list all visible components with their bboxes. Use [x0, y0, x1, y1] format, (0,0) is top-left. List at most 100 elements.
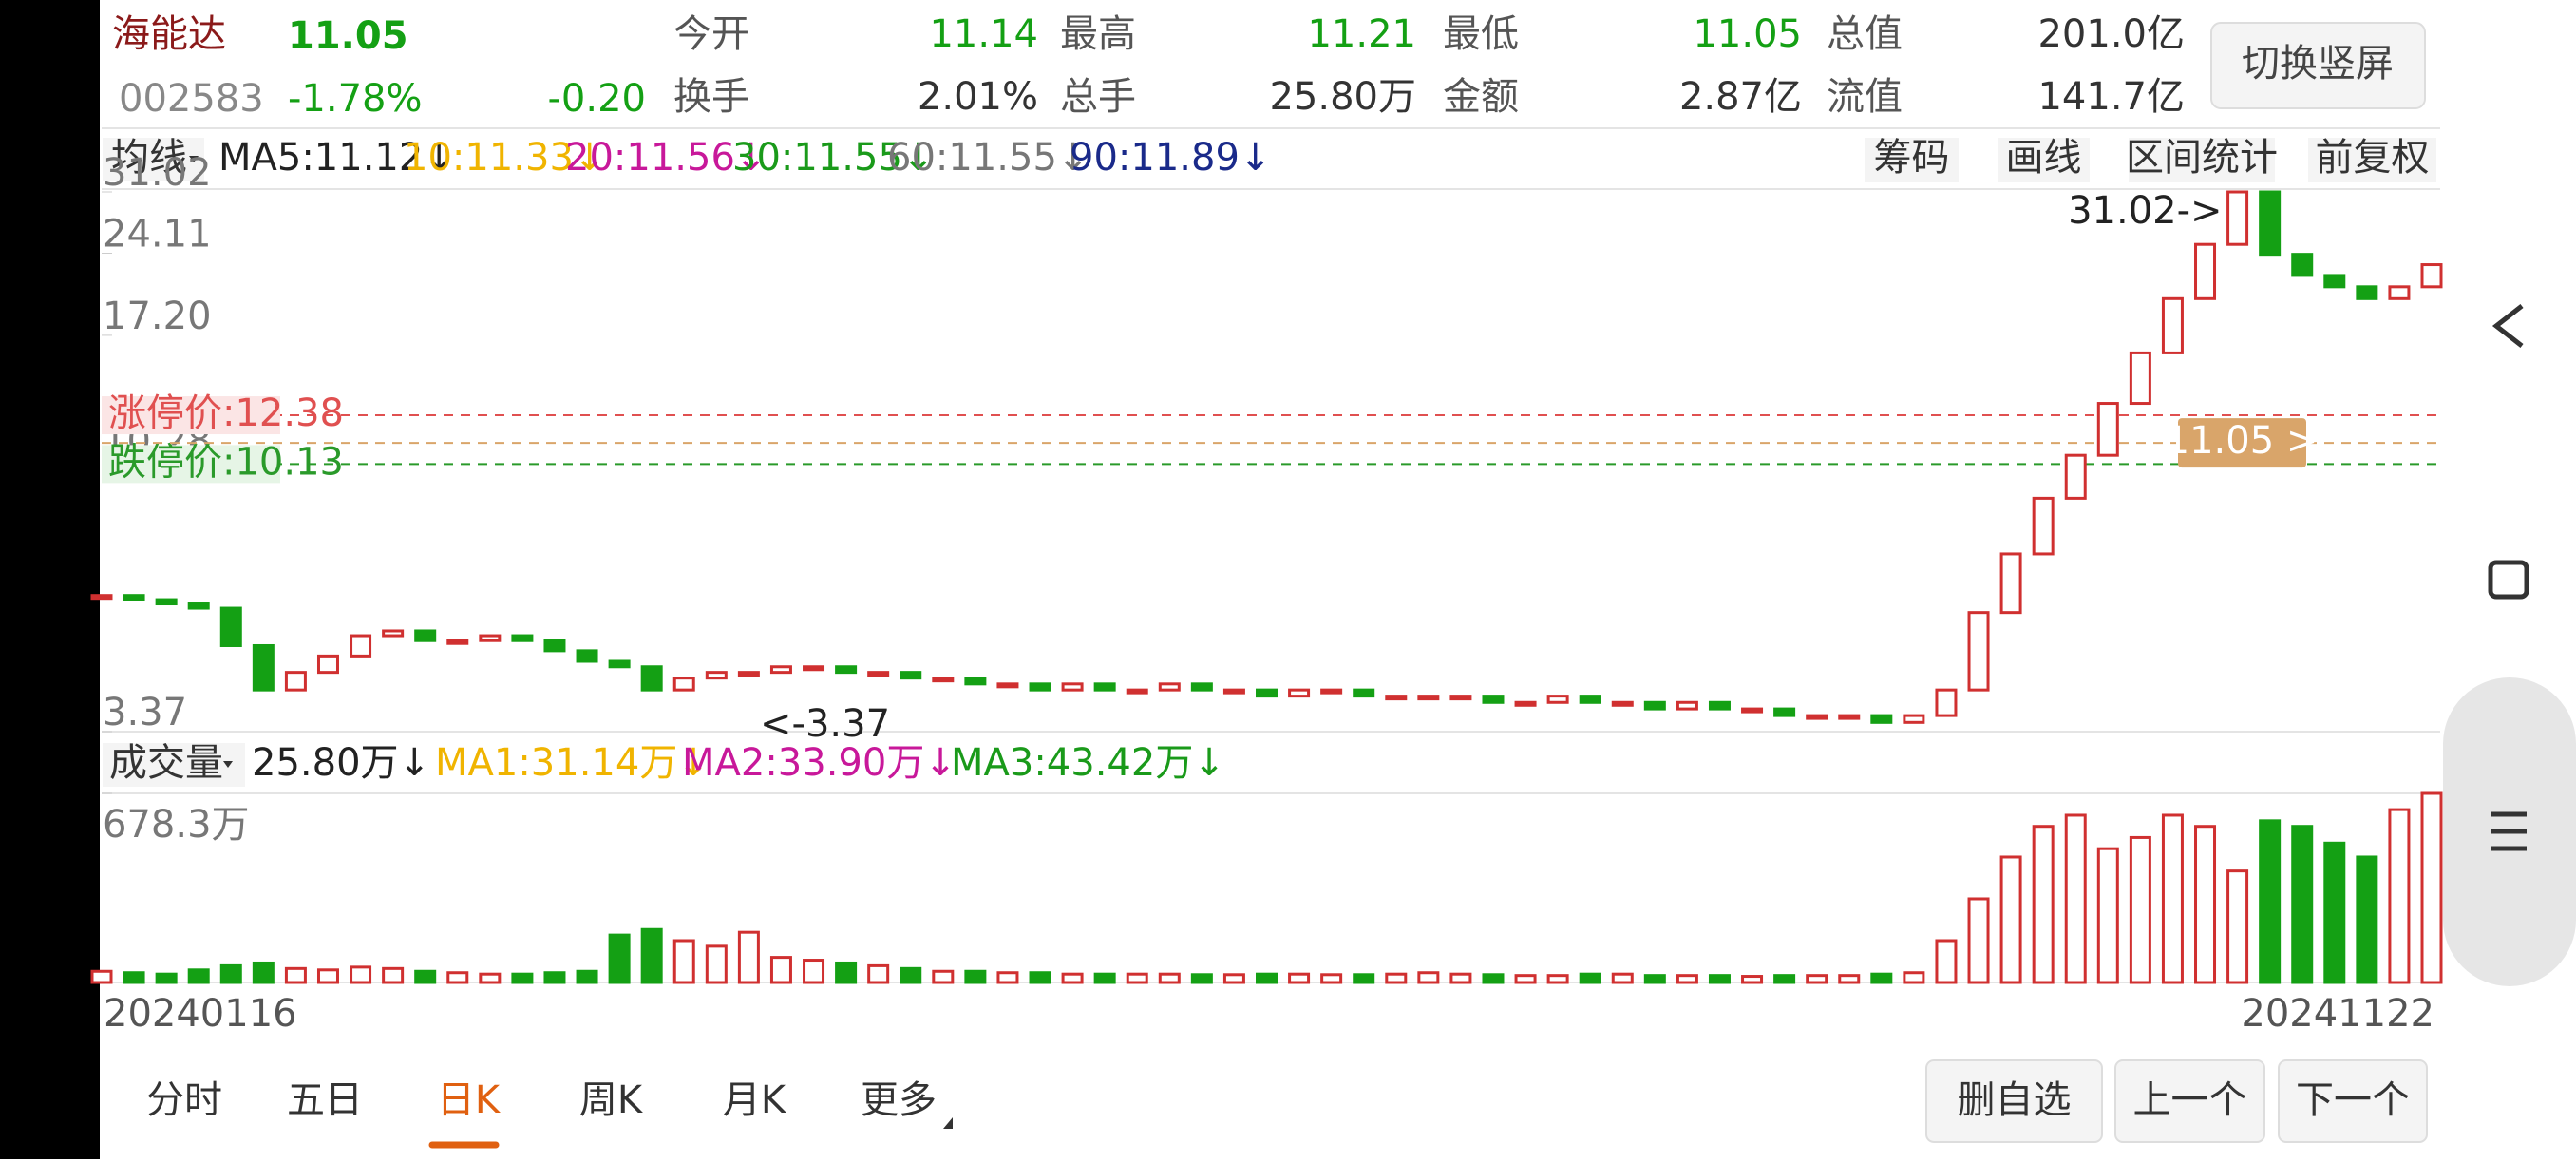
volume-bar [1126, 972, 1148, 984]
volume-legend: 25.80万↓ [252, 741, 430, 785]
candle [1222, 688, 1245, 695]
candle [252, 643, 275, 692]
toggle-button[interactable] [2210, 22, 2426, 109]
volume-bar [2096, 847, 2119, 984]
stat-label: 金额 [1443, 75, 1519, 119]
tool-button[interactable] [1865, 138, 1959, 182]
candle [479, 634, 502, 642]
volume-bar [90, 969, 113, 984]
candle [1676, 700, 1698, 711]
candle [1643, 700, 1666, 711]
candle [2096, 402, 2119, 457]
stock-name: 海能达 [112, 12, 226, 56]
volume-bar [608, 933, 631, 984]
candle [2129, 351, 2151, 406]
candle [867, 671, 890, 677]
tab[interactable]: 周K [579, 1078, 644, 1122]
volume-bar [1158, 972, 1181, 984]
volume-bar [414, 969, 437, 984]
volume-bar [1320, 973, 1343, 984]
stat-value: 141.7亿 [2037, 75, 2185, 119]
tab[interactable]: 月K [723, 1078, 787, 1122]
nav-button-label: 删自选 [1958, 1078, 2072, 1122]
menu-icon[interactable] [2491, 811, 2527, 851]
candle [576, 649, 598, 663]
candle [1838, 714, 1861, 720]
volume-bar [1999, 855, 2022, 984]
home-icon[interactable] [2488, 560, 2529, 600]
back-icon[interactable] [2491, 304, 2524, 348]
candle [1061, 682, 1084, 692]
volume-bar [284, 966, 307, 984]
candle [1806, 714, 1828, 720]
nav-button[interactable] [1925, 1059, 2103, 1143]
volume-bar [446, 971, 469, 984]
volume-bar [2420, 791, 2443, 984]
candle [414, 629, 437, 642]
ma-selector[interactable] [103, 138, 204, 181]
x-label: 20240116 [104, 992, 297, 1036]
volume-bar [219, 963, 242, 984]
candle [187, 602, 210, 610]
candle [1126, 688, 1148, 695]
volume-bar [382, 966, 405, 984]
tool-button[interactable] [2129, 138, 2275, 182]
volume-bar [1676, 974, 1698, 984]
candle [900, 671, 922, 680]
extreme-annotation: <-3.37 [760, 702, 890, 746]
candle [2064, 453, 2087, 500]
tab[interactable]: 五日 [287, 1078, 363, 1122]
tool-button[interactable] [2308, 138, 2436, 182]
candle [1967, 611, 1990, 692]
volume-bar [1256, 972, 1278, 984]
stat-value: 2.87亿 [1679, 75, 1802, 119]
y-tick-label: 17.20 [103, 295, 212, 338]
volume-bar [576, 969, 598, 984]
candle [2194, 242, 2217, 300]
candle [2323, 274, 2346, 289]
ma-value: 30:11.55↓ [732, 136, 934, 180]
nav-button-label: 下一个 [2296, 1078, 2410, 1122]
extreme-annotation: 31.02-> [2068, 189, 2222, 233]
candle [284, 671, 307, 692]
tab[interactable]: 更多 [861, 1078, 937, 1122]
tab[interactable]: 分时 [146, 1078, 222, 1122]
candle [1449, 695, 1472, 701]
volume-title: 成交量 [109, 741, 223, 785]
tab[interactable]: 日K [437, 1078, 502, 1122]
stat-value: 11.14 [929, 12, 1038, 56]
candle [705, 671, 728, 680]
change: -0.20 [548, 77, 647, 121]
volume-bar [769, 956, 792, 984]
price-tag[interactable] [2178, 418, 2306, 468]
volume-bar [1222, 973, 1245, 984]
volume-selector[interactable] [103, 743, 245, 787]
volume-bar [2226, 869, 2249, 984]
nav-button[interactable] [2278, 1059, 2428, 1143]
volume-bar [1741, 975, 1764, 984]
tool-label: 前复权 [2316, 136, 2430, 180]
volume-bar [1061, 972, 1084, 984]
more-arrow [943, 1117, 953, 1129]
volume-bar [1190, 973, 1213, 984]
volume-bar [2388, 808, 2411, 984]
volume-bar [1643, 974, 1666, 984]
volume-bar [543, 971, 566, 984]
ma-selector-label: 均线 [111, 136, 187, 180]
volume-bar [1417, 971, 1440, 984]
volume-bar [1449, 972, 1472, 984]
candle [769, 665, 792, 675]
tool-button[interactable] [1998, 138, 2090, 182]
candle [1903, 714, 1925, 724]
volume-bar [511, 972, 534, 984]
candle [2356, 285, 2378, 300]
volume-bar [2291, 825, 2314, 984]
candle [964, 677, 987, 686]
volume-bar [737, 930, 760, 984]
nav-button[interactable] [2114, 1059, 2265, 1143]
volume-bar [2259, 819, 2282, 984]
candle [90, 594, 113, 601]
candle [1158, 682, 1181, 692]
stat-label: 总手 [1060, 75, 1136, 119]
